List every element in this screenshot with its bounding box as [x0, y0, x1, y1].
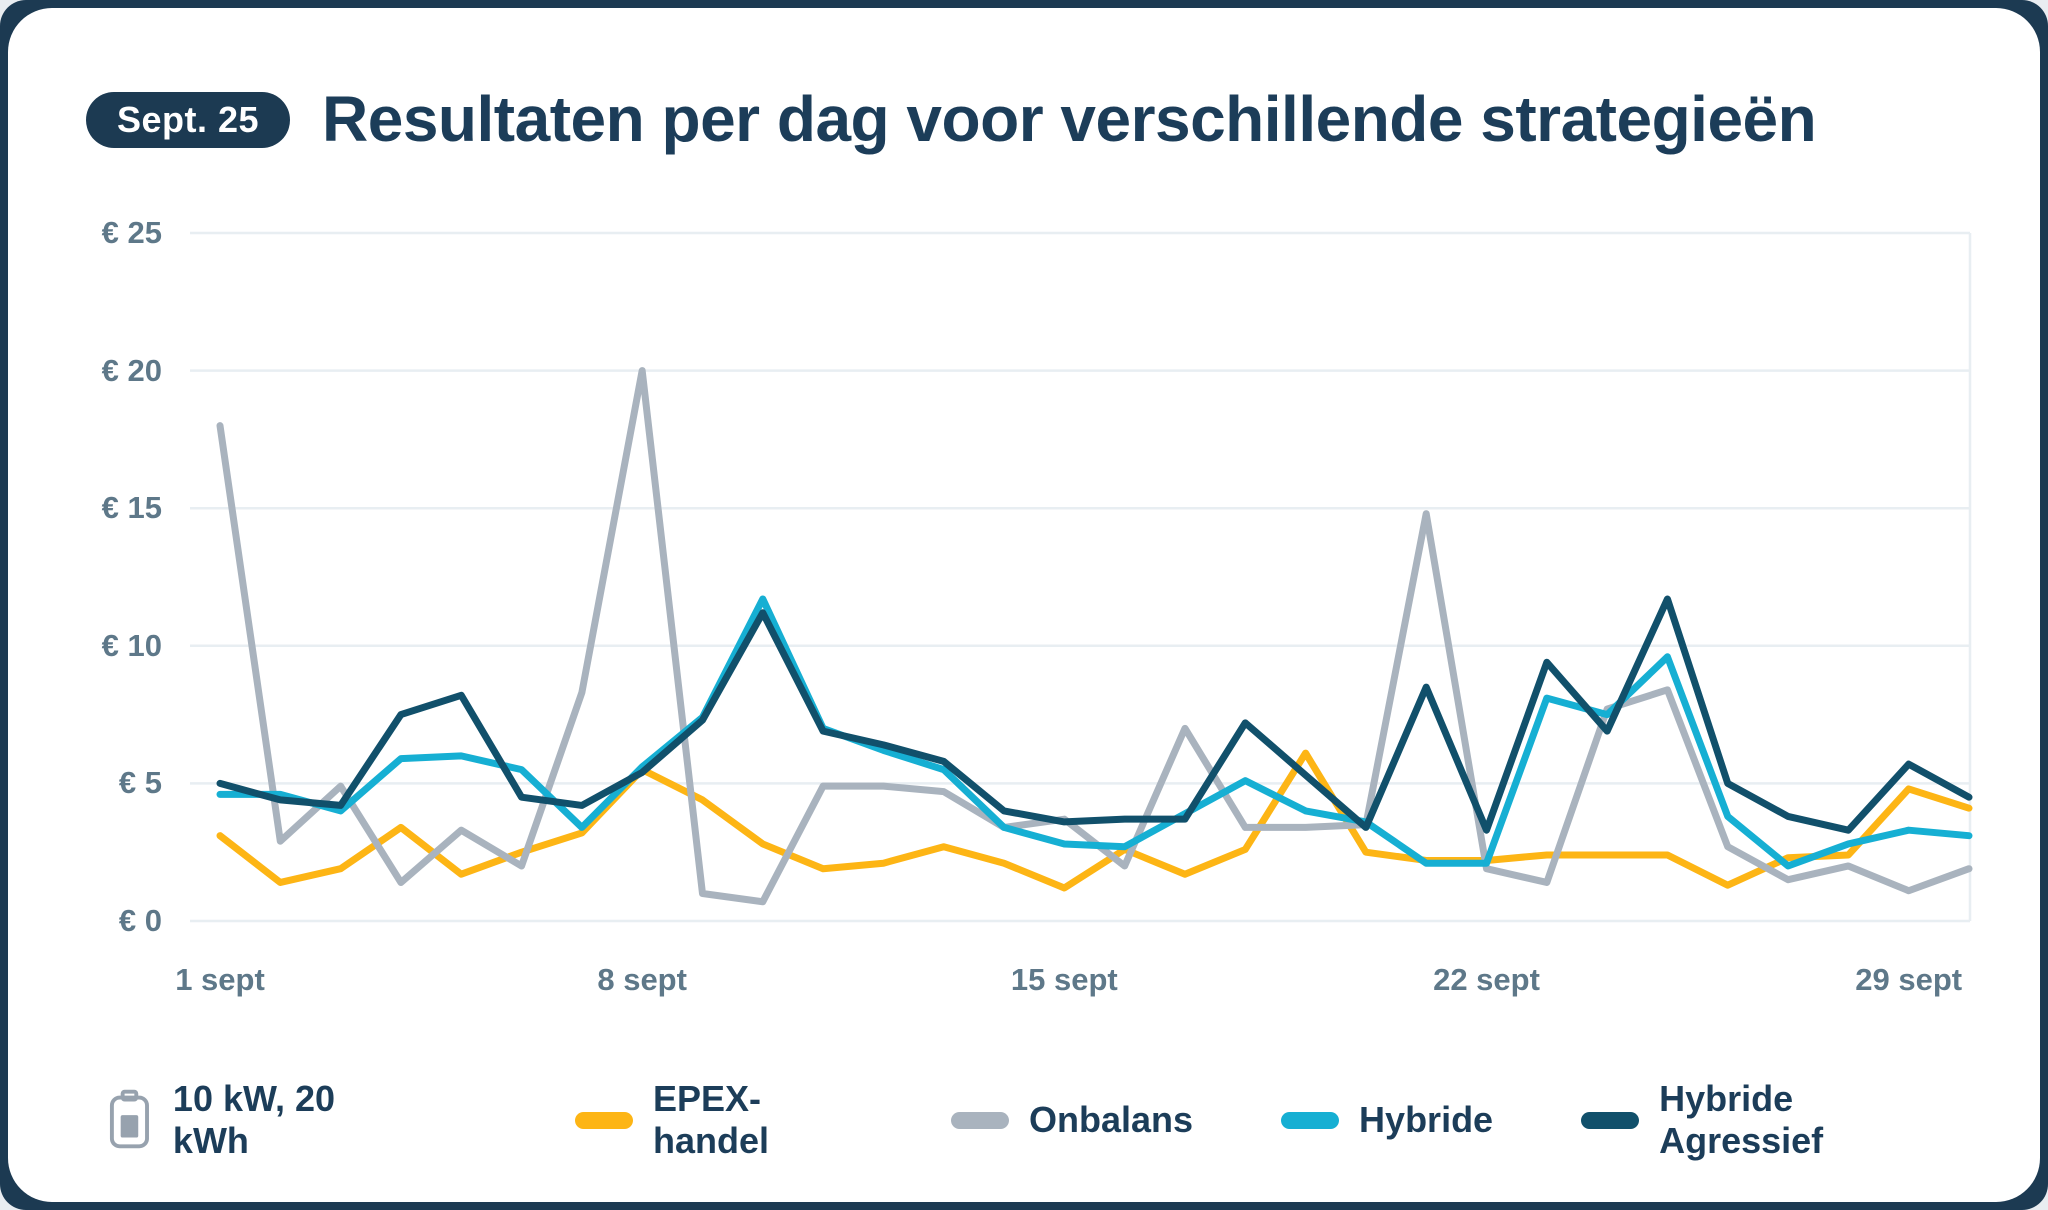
battery-spec: 10 kW, 20 kWh: [108, 1078, 415, 1162]
legend-swatch: [574, 1111, 633, 1129]
chart-card: [8, 8, 2040, 1202]
y-tick-label: € 20: [101, 352, 162, 388]
legend-item-onbalans: Onbalans: [951, 1099, 1193, 1141]
x-tick-label: 29 sept: [1855, 962, 1963, 997]
legend-label: Onbalans: [1029, 1099, 1194, 1140]
date-badge: Sept. 25: [86, 92, 290, 148]
x-tick-label: 1 sept: [175, 962, 265, 997]
legend-label: Hybride Agressief: [1659, 1078, 1824, 1161]
legend-item-hybride-agressief: Hybride Agressief: [1581, 1078, 1948, 1162]
y-tick-label: € 5: [118, 765, 162, 801]
legend-item-hybride: Hybride: [1281, 1099, 1493, 1141]
series-line-hybride: [216, 595, 1973, 870]
y-tick-label: € 15: [101, 490, 162, 526]
x-tick-label: 15 sept: [1010, 962, 1118, 997]
y-tick-label: € 10: [101, 627, 162, 663]
chart-legend: 10 kW, 20 kWh EPEX-handel Onbalans Hybride…: [108, 1078, 1948, 1162]
series-line-hybride-agressief: [216, 595, 1973, 834]
legend-swatch: [951, 1111, 1009, 1129]
legend-swatch: [1581, 1111, 1640, 1129]
legend-label: Hybride: [1359, 1099, 1494, 1140]
y-tick-label: € 25: [101, 215, 162, 250]
y-tick-label: € 0: [118, 903, 162, 938]
page-title: Resultaten per dag voor verschillende st…: [322, 83, 1817, 155]
legend-label: EPEX-handel: [652, 1078, 769, 1161]
x-tick-label: 22 sept: [1433, 962, 1540, 997]
date-badge-label: Sept. 25: [116, 99, 260, 140]
x-tick-label: 8 sept: [597, 962, 687, 997]
series-line-epex-handel: [216, 749, 1973, 892]
battery-icon: [109, 1089, 149, 1149]
legend-item-epex-handel: EPEX-handel: [574, 1078, 863, 1162]
legend-swatch: [1281, 1111, 1340, 1129]
battery-label: 10 kW, 20 kWh: [172, 1078, 336, 1161]
